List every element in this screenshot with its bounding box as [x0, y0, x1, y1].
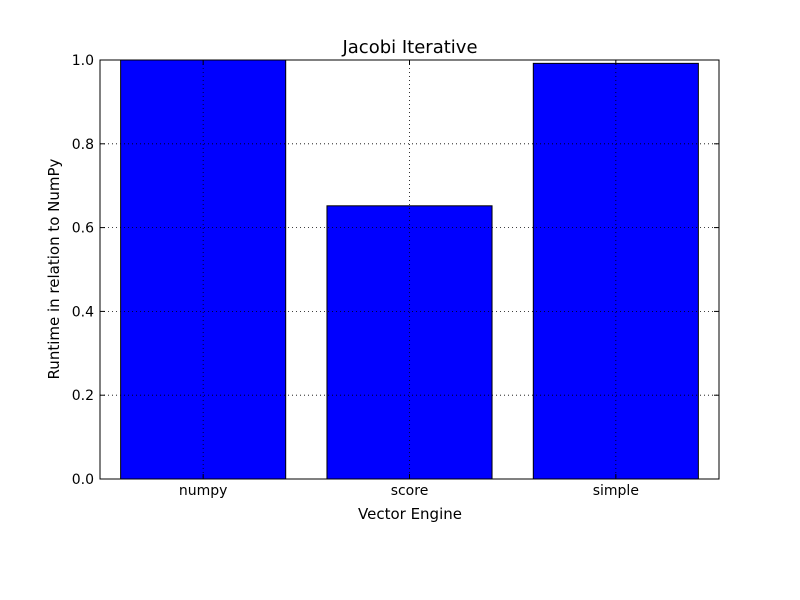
- x-tick-label-numpy: numpy: [179, 483, 228, 499]
- y-tick-label: 0.4: [72, 304, 94, 320]
- bar-score: [326, 205, 493, 480]
- x-tick-label-score: score: [391, 483, 429, 499]
- chart-title: Jacobi Iterative: [341, 37, 477, 58]
- x-tick-labels: numpy score simple: [179, 483, 639, 499]
- y-axis-label: Runtime in relation to NumPy: [45, 158, 63, 379]
- y-tick-label: 0.0: [72, 472, 94, 488]
- y-tick-label: 1.0: [72, 53, 94, 69]
- y-tick-label: 0.8: [72, 137, 94, 153]
- bar-numpy: [120, 59, 287, 480]
- y-tick-label: 0.2: [72, 388, 94, 404]
- x-tick-label-simple: simple: [593, 483, 639, 499]
- x-axis-label: Vector Engine: [358, 505, 462, 523]
- y-tick-label: 0.6: [72, 221, 94, 237]
- y-tick-labels: 0.0 0.2 0.4 0.6 0.8 1.0: [72, 53, 94, 488]
- ticks-group: [100, 59, 719, 480]
